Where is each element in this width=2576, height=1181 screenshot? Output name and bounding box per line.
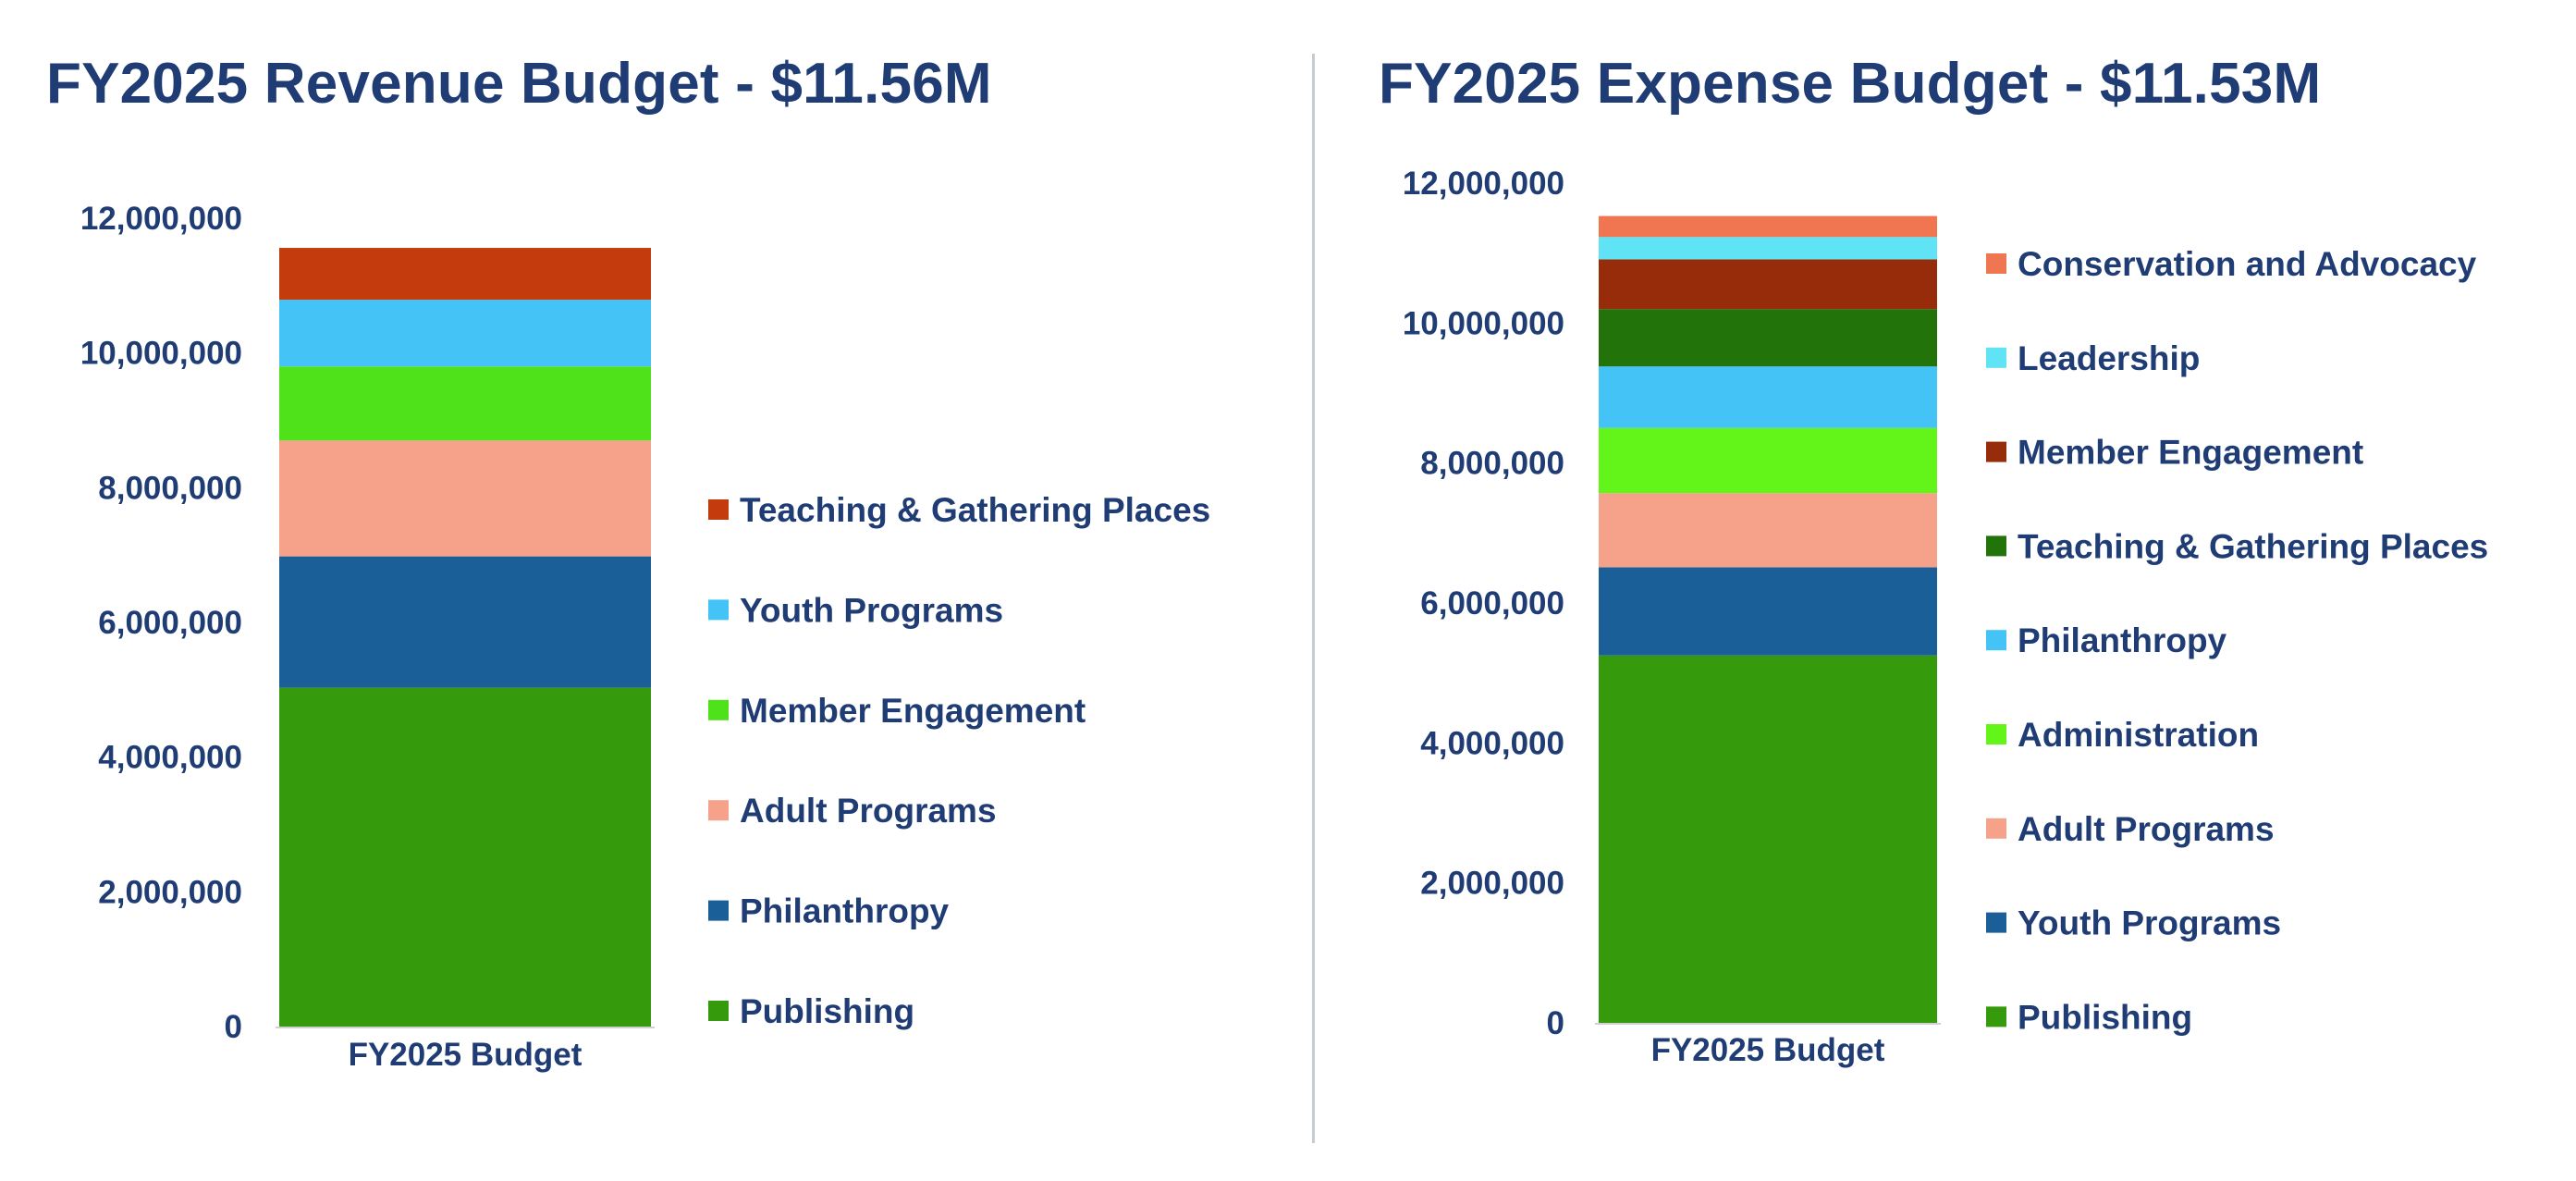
revenue-y-tick-label: 6,000,000 <box>98 605 242 641</box>
expense-y-tick-label: 12,000,000 <box>1403 166 1564 202</box>
expense-bar-publishing <box>1599 655 1937 1023</box>
revenue-bar-member-engagement <box>279 366 651 441</box>
revenue-bar-adult-programs <box>279 440 651 557</box>
expense-legend-label-member-engagement: Member Engagement <box>2018 434 2363 472</box>
expense-legend-swatch-administration <box>1986 724 2006 744</box>
expense-bar-teaching-and-gathering-places <box>1599 309 1937 367</box>
expense-bar-leadership <box>1599 237 1937 260</box>
revenue-y-tick-label: 8,000,000 <box>98 470 242 506</box>
revenue-legend-swatch-youth-programs <box>708 599 729 621</box>
expense-category-label: FY2025 Budget <box>1651 1032 1885 1068</box>
revenue-bar-philanthropy <box>279 556 651 688</box>
expense-legend-label-publishing: Publishing <box>2018 998 2192 1036</box>
revenue-legend-label-adult-programs: Adult Programs <box>740 792 997 830</box>
revenue-y-tick-label: 12,000,000 <box>80 201 242 237</box>
revenue-chart-panel: FY2025 Revenue Budget - $11.56M 0 2,000,0… <box>46 52 1210 1073</box>
expense-legend-label-philanthropy: Philanthropy <box>2018 621 2227 659</box>
expense-bar-member-engagement <box>1599 259 1937 310</box>
revenue-legend-label-publishing: Publishing <box>740 992 914 1030</box>
revenue-bar-publishing <box>279 687 651 1027</box>
expense-bar-philanthropy <box>1599 366 1937 428</box>
expense-chart-panel: FY2025 Expense Budget - $11.53M 0 2,000,0… <box>1288 0 2576 1181</box>
revenue-legend-swatch-member-engagement <box>708 699 729 720</box>
expense-legend-label-teaching-and-gathering-places: Teaching & Gathering Places <box>2018 527 2488 565</box>
expense-legend-swatch-leadership <box>1986 347 2006 368</box>
expense-legend-label-adult-programs: Adult Programs <box>2018 810 2275 848</box>
expense-legend-swatch-philanthropy <box>1986 630 2006 651</box>
expense-bar-conservation-and-advocacy <box>1599 215 1937 238</box>
revenue-legend-swatch-philanthropy <box>708 900 729 921</box>
expense-y-tick-label: 6,000,000 <box>1420 585 1564 621</box>
revenue-y-tick-label: 10,000,000 <box>80 336 242 372</box>
expense-legend-label-leadership: Leadership <box>2018 339 2200 377</box>
expense-y-tick-label: 10,000,000 <box>1403 305 1564 341</box>
revenue-chart-title: FY2025 Revenue Budget - $11.56M <box>46 52 992 116</box>
revenue-y-tick-label: 0 <box>225 1009 242 1045</box>
expense-bar-youth-programs <box>1599 567 1937 656</box>
revenue-bar-youth-programs <box>279 300 651 367</box>
revenue-legend-label-member-engagement: Member Engagement <box>740 692 1086 730</box>
expense-legend-swatch-member-engagement <box>1986 441 2006 462</box>
revenue-legend-label-teaching-and-gathering-places: Teaching & Gathering Places <box>740 491 1210 529</box>
expense-bar-administration <box>1599 427 1937 494</box>
revenue-legend-swatch-teaching-and-gathering-places <box>708 499 729 520</box>
revenue-legend-label-philanthropy: Philanthropy <box>740 892 950 930</box>
expense-chart-title: FY2025 Expense Budget - $11.53M <box>1379 52 2322 116</box>
expense-y-tick-label: 0 <box>1547 1005 1564 1041</box>
expense-legend-swatch-publishing <box>1986 1006 2006 1027</box>
expense-bar-adult-programs <box>1599 493 1937 568</box>
expense-legend-swatch-youth-programs <box>1986 912 2006 933</box>
revenue-legend-swatch-adult-programs <box>708 800 729 821</box>
revenue-legend-label-youth-programs: Youth Programs <box>740 591 1003 629</box>
expense-legend-label-conservation-and-advocacy: Conservation and Advocacy <box>2018 245 2477 283</box>
expense-legend-label-youth-programs: Youth Programs <box>2018 904 2281 942</box>
revenue-y-tick-label: 2,000,000 <box>98 874 242 910</box>
expense-y-tick-label: 2,000,000 <box>1420 866 1564 902</box>
expense-y-tick-label: 8,000,000 <box>1420 446 1564 482</box>
revenue-y-tick-label: 4,000,000 <box>98 740 242 776</box>
expense-legend-label-administration: Administration <box>2018 716 2259 754</box>
revenue-chart: 0 2,000,000 4,000,000 6,000,000 8,000,000 10,… <box>80 201 1210 1073</box>
expense-y-tick-label: 4,000,000 <box>1420 725 1564 761</box>
expense-legend-swatch-adult-programs <box>1986 818 2006 839</box>
expense-chart: 0 2,000,000 4,000,000 6,000,000 8,000,000 10,… <box>1403 166 2488 1068</box>
expense-legend-swatch-conservation-and-advocacy <box>1986 253 2006 274</box>
panel-divider <box>1312 54 1315 1143</box>
expense-legend-swatch-teaching-and-gathering-places <box>1986 535 2006 557</box>
revenue-legend-swatch-publishing <box>708 1001 729 1021</box>
revenue-category-label: FY2025 Budget <box>349 1037 583 1073</box>
revenue-bar-teaching-and-gathering-places <box>279 248 651 301</box>
